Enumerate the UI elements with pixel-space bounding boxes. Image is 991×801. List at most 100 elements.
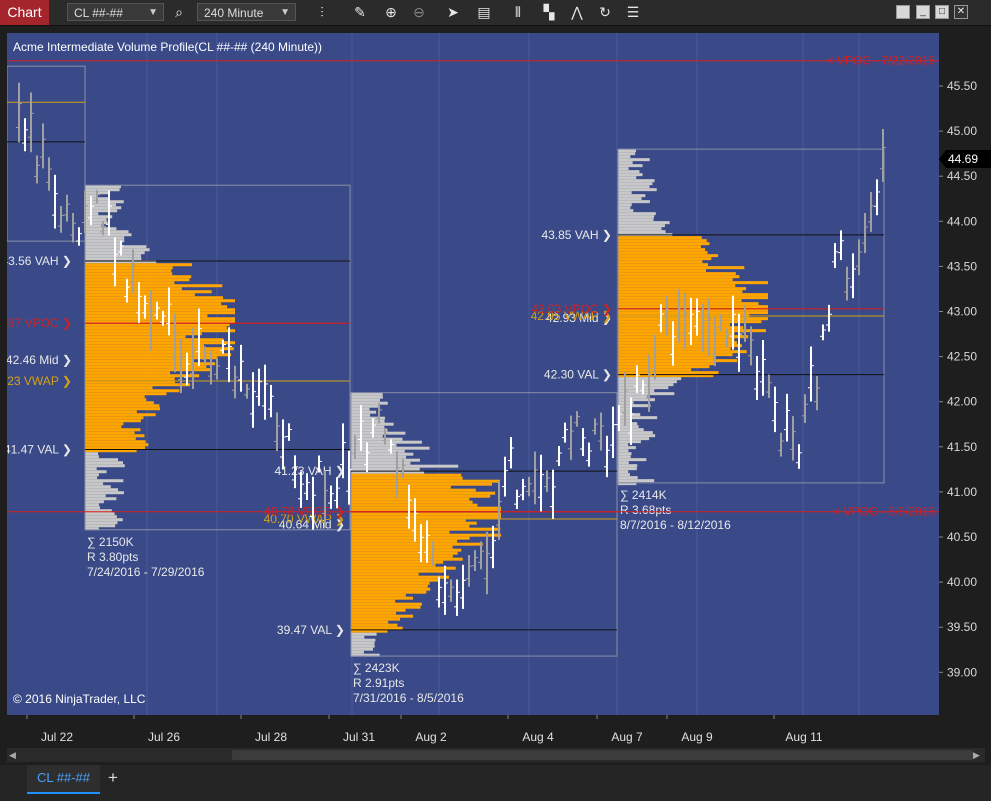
volume-bar <box>85 377 175 381</box>
volume-bar <box>351 554 453 558</box>
volume-bar <box>351 536 470 540</box>
time-axis[interactable]: Jul 22 Jul 26 Jul 28 Jul 31 Aug 2 Aug 4 Aug 7 A… <box>7 715 939 745</box>
vah-label: 43.56 VAH ❯ <box>7 254 72 268</box>
volume-bar <box>85 506 100 510</box>
add-tab-button[interactable]: + <box>108 768 118 787</box>
volume-bar <box>85 485 111 489</box>
volume-bar <box>85 326 227 330</box>
volume-bar <box>351 566 456 570</box>
volume-bar <box>85 458 119 462</box>
volume-bar <box>85 302 222 306</box>
search-icon[interactable]: ⌕ <box>175 4 183 20</box>
volume-bar <box>351 482 492 486</box>
volume-bar <box>85 206 122 210</box>
properties-icon[interactable]: ▚ <box>543 4 555 20</box>
volume-bar <box>351 479 500 483</box>
minimize-button[interactable]: _ <box>916 5 930 19</box>
volume-bar <box>85 188 120 192</box>
zoom-out-icon[interactable]: ⊖ <box>413 4 425 20</box>
volume-bar <box>351 485 451 489</box>
volume-bar <box>351 647 374 651</box>
volume-bar <box>85 296 223 300</box>
volume-bar <box>618 206 631 210</box>
price-axis[interactable]: 45.50 45.00 44.50 44.00 43.50 43.00 42.50 42.00… <box>939 33 991 715</box>
volume-bar <box>618 176 637 180</box>
time-tick-label: Aug 4 <box>522 730 554 744</box>
scroll-right-icon[interactable]: ▶ <box>973 750 980 760</box>
volume-bar <box>351 545 453 549</box>
volume-bar <box>351 467 420 471</box>
volume-bar <box>85 221 108 225</box>
strategies-icon[interactable]: ⫴ <box>515 4 521 20</box>
volume-bar <box>351 473 462 477</box>
volume-bar <box>85 290 212 294</box>
price-tick-label: 41.00 <box>947 485 977 499</box>
volume-bar <box>618 434 656 438</box>
chart-canvas[interactable]: 43.56 VAH ❯ 41.47 VAL ❯ 42.46 Mid ❯ 42.23 V… <box>7 33 939 715</box>
volume-bar <box>618 281 768 285</box>
volume-bar <box>85 491 124 495</box>
volume-bar <box>618 215 655 219</box>
volume-bar <box>85 362 216 366</box>
volume-bar <box>85 422 124 426</box>
volume-bar <box>85 518 123 522</box>
pointer-icon[interactable]: ➤ <box>447 4 459 20</box>
volume-bar <box>618 341 737 345</box>
volume-bar <box>618 227 662 231</box>
volume-bar <box>85 284 223 288</box>
volume-bar <box>618 221 670 225</box>
volume-bar <box>618 455 631 459</box>
volume-bar <box>618 149 637 153</box>
profile-box <box>350 392 618 657</box>
time-tick-label: Aug 11 <box>785 730 822 744</box>
volume-bar <box>351 434 383 438</box>
bar-type-icon[interactable]: ⫶ <box>320 4 324 20</box>
volume-bar <box>351 653 380 657</box>
volume-bar <box>85 428 141 432</box>
vah-label: 43.85 VAH ❯ <box>541 228 612 242</box>
volume-bar <box>85 371 171 375</box>
window-gray-button[interactable] <box>896 5 910 19</box>
volume-bar <box>618 182 653 186</box>
volume-bar <box>85 194 97 198</box>
volume-bar <box>351 590 427 594</box>
volume-bar <box>618 266 745 270</box>
volume-bar <box>618 305 768 309</box>
chart-trader-icon[interactable]: ☰ <box>626 4 640 20</box>
volume-bar <box>85 236 125 240</box>
volume-bar <box>351 572 419 576</box>
chart-menu-button[interactable]: Chart <box>0 0 49 25</box>
volume-bar <box>618 344 742 348</box>
bottom-tab-bar: CL ##-## + <box>0 765 991 801</box>
tab-cl[interactable]: CL ##-## <box>27 765 100 794</box>
volume-bar <box>85 431 135 435</box>
volume-bar <box>85 470 107 474</box>
volume-bar <box>618 287 747 291</box>
volume-bar <box>351 617 401 621</box>
volume-bar <box>85 317 235 321</box>
volume-bar <box>618 479 655 483</box>
maximize-button[interactable]: □ <box>935 5 949 19</box>
scrollbar-thumb[interactable] <box>232 750 973 760</box>
volume-bar <box>85 395 145 399</box>
data-box-icon[interactable]: ▤ <box>477 4 491 20</box>
close-button[interactable]: ✕ <box>954 5 968 19</box>
interval-selector[interactable]: 240 Minute ▼ <box>197 3 296 21</box>
reload-icon[interactable]: ↻ <box>599 4 611 20</box>
volume-bar <box>85 227 117 231</box>
zoom-in-icon[interactable]: ⊕ <box>385 4 397 20</box>
price-axis-canvas: 45.50 45.00 44.50 44.00 43.50 43.00 42.50 42.00… <box>939 79 991 679</box>
volume-bar <box>85 365 207 369</box>
volume-bar <box>618 392 675 396</box>
volume-bar <box>618 248 706 252</box>
price-chart-panel[interactable]: 43.56 VAH ❯ 41.47 VAL ❯ 42.46 Mid ❯ 42.23 V… <box>7 33 939 715</box>
indicator-icon[interactable]: ⋀ <box>571 4 583 20</box>
volume-bar <box>618 197 642 201</box>
pencil-icon[interactable]: ✎ <box>354 4 366 20</box>
scroll-left-icon[interactable]: ◀ <box>9 750 16 760</box>
instrument-selector[interactable]: CL ##-## ▼ <box>67 3 164 21</box>
horizontal-scrollbar[interactable]: ◀ ▶ <box>7 748 985 762</box>
volume-bar <box>618 302 759 306</box>
profile-box <box>7 65 86 242</box>
volume-bar <box>618 380 677 384</box>
